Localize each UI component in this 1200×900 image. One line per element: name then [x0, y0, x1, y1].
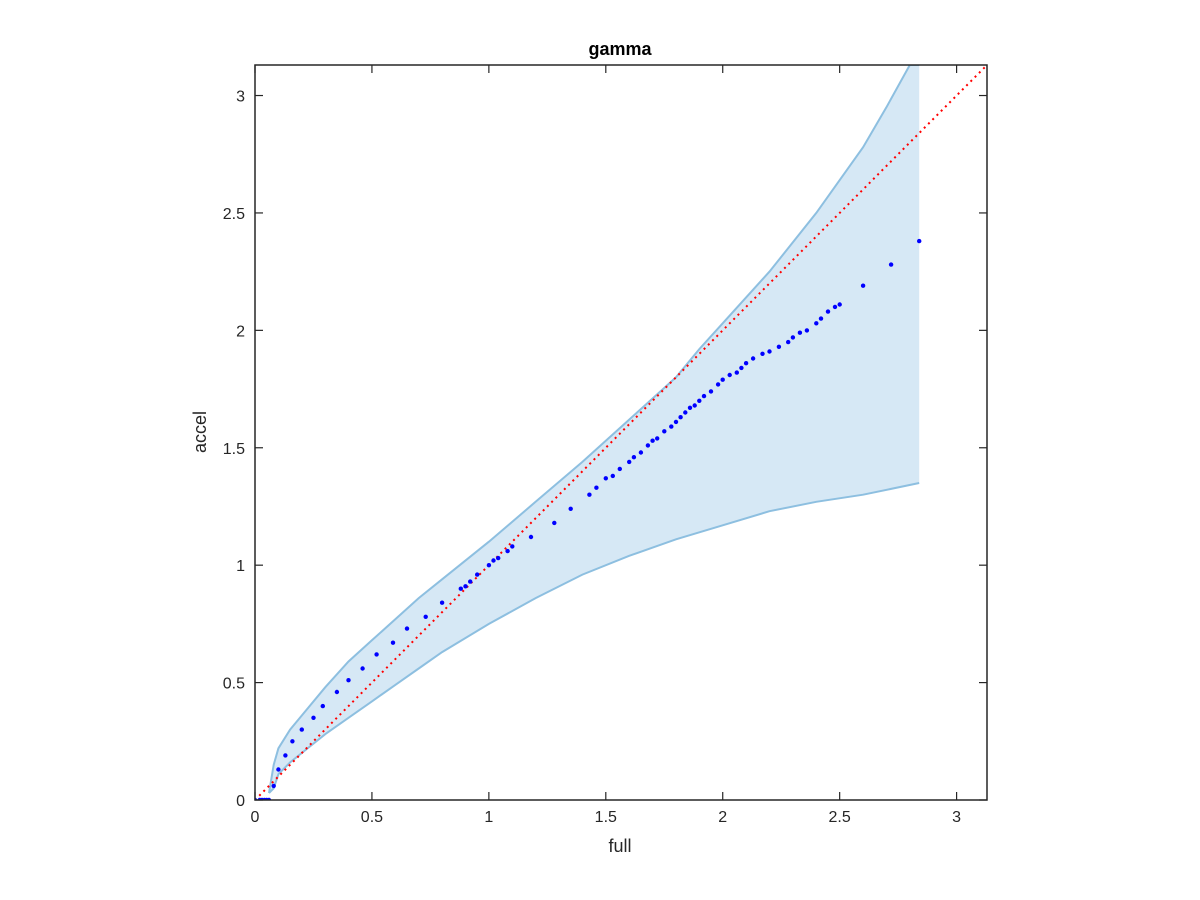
data-point [750, 356, 756, 361]
x-tick-label: 0 [251, 809, 260, 826]
data-point [320, 703, 325, 709]
x-tick-label: 1 [484, 809, 493, 826]
y-tick-label: 1.5 [223, 441, 245, 458]
band-upper-edge [268, 65, 920, 794]
data-point [486, 563, 492, 568]
data-point [673, 419, 679, 425]
y-tick-label: 0 [236, 793, 245, 810]
data-point [818, 316, 824, 321]
band-lower-edge [268, 482, 920, 794]
data-point [832, 304, 838, 310]
data-point [888, 262, 894, 267]
axes-box [254, 64, 988, 801]
axes: 0 0.5 1 1.5 2 2.5 3 0 0.5 1 1.5 2 2.5 3 [223, 64, 988, 826]
x-tick-label: 3 [952, 809, 961, 826]
data-point [276, 767, 281, 772]
data-point [603, 476, 608, 481]
y-tick-label: 2.5 [223, 206, 245, 223]
data-point [697, 398, 702, 403]
data-point [645, 443, 651, 448]
data-point [790, 335, 796, 340]
data-point [404, 626, 410, 631]
data-point [439, 600, 445, 605]
data-point [360, 666, 365, 671]
plot-content [255, 65, 987, 800]
data-point [463, 584, 468, 589]
data-point [786, 339, 791, 345]
data-point [568, 506, 573, 511]
data-point [683, 410, 688, 415]
data-point [528, 534, 534, 540]
data-point [708, 389, 714, 394]
data-point [767, 349, 772, 354]
data-point [631, 455, 637, 460]
data-point [374, 652, 379, 657]
confidence-band [269, 65, 920, 793]
data-point [468, 579, 473, 584]
data-point [510, 544, 515, 549]
x-tick-label: 0.5 [361, 809, 383, 826]
data-point [311, 715, 316, 720]
data-point [760, 351, 765, 356]
data-point [825, 309, 831, 314]
data-point [734, 370, 739, 375]
data-point [692, 403, 697, 408]
y-tick-label: 3 [236, 89, 245, 106]
x-tick-label: 2.5 [829, 809, 851, 826]
data-point [687, 405, 693, 410]
data-point [587, 492, 592, 497]
data-point [662, 429, 667, 434]
data-point [334, 689, 340, 695]
plot-area [255, 65, 987, 800]
data-point [678, 415, 683, 420]
data-point [837, 302, 842, 307]
data-point [423, 614, 428, 619]
data-point [390, 640, 396, 645]
data-point [776, 344, 782, 349]
data-point [283, 753, 288, 758]
data-point [669, 424, 674, 429]
data-point [290, 739, 295, 744]
x-axis-label: full [608, 836, 631, 856]
data-point [271, 783, 276, 789]
y-tick-label: 0.5 [223, 676, 245, 693]
data-point [797, 330, 803, 335]
data-point [638, 450, 644, 455]
data-point [491, 558, 496, 563]
reference-line [255, 65, 987, 800]
data-point [860, 283, 866, 288]
x-tick-label: 1.5 [595, 809, 617, 826]
data-point [720, 377, 725, 382]
data-point [917, 238, 922, 244]
data-point [627, 459, 632, 465]
data-point [505, 548, 510, 554]
data-point [346, 678, 351, 683]
data-point [655, 436, 660, 441]
data-point [552, 520, 557, 526]
y-tick-label: 2 [236, 323, 245, 340]
data-point [299, 727, 304, 732]
data-point [743, 361, 749, 366]
data-point [617, 466, 622, 472]
data-point [814, 321, 819, 326]
y-tick-label: 1 [236, 558, 245, 575]
data-point [739, 365, 744, 371]
data-point [475, 572, 480, 577]
data-point [650, 438, 655, 443]
y-axis-label: accel [190, 411, 210, 453]
data-point [804, 328, 810, 333]
x-tick-label: 2 [718, 809, 727, 826]
chart-title: gamma [588, 39, 652, 59]
data-point [496, 555, 501, 561]
data-point [715, 382, 721, 387]
data-point [610, 473, 615, 479]
data-point [458, 586, 463, 591]
data-point [594, 485, 599, 490]
data-point [727, 372, 732, 378]
data-point [701, 393, 707, 399]
